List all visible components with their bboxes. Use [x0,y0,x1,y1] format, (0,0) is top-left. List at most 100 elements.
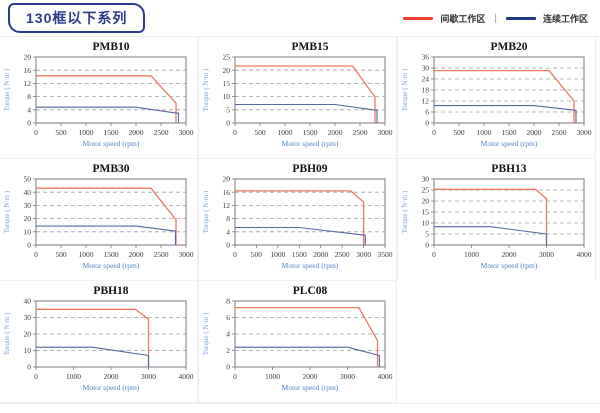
legend-line-swatch-intermittent [403,16,434,20]
y-tick-label: 15 [422,208,430,217]
series-continuous-line [434,105,577,123]
x-tick-label: 1000 [66,372,81,381]
series-intermittent-line [235,306,379,367]
y-tick-label: 8 [226,214,230,223]
plot-frame [234,56,386,124]
x-tick-label: 1500 [303,128,318,137]
series-intermittent-line [235,65,376,123]
chart-pmb20: 0 6 12 18 24 30 36 0 500 1000 1500 2000 2500 3000 PMB2… [401,41,592,148]
x-tick-label: 1000 [265,372,280,381]
chart-title: PMB20 [490,41,527,53]
y-tick-label: 6 [226,313,230,322]
chart-cell-pmb15: 0 5 10 15 20 25 0 500 1000 1500 2000 2500 3000 PMB15 M… [198,36,397,159]
x-tick-label: 2000 [328,128,343,137]
y-tick-label: 18 [422,86,430,95]
y-tick-label: 30 [422,175,430,184]
y-axis-label: Torque ( N·m ) [401,190,409,233]
x-tick-label: 2000 [104,372,119,381]
series-badge: 130框以下系列 [8,3,146,33]
y-tick-label: 8 [27,92,31,101]
y-axis-label: Torque ( N·m ) [3,68,11,111]
series-continuous-line [36,106,180,123]
y-axis-label: Torque ( N·m ) [3,312,11,355]
x-tick-label: 1000 [278,128,293,137]
x-tick-label: 3000 [179,128,194,137]
chart-title: PBH18 [93,285,128,297]
series-continuous-line [235,346,380,367]
x-tick-label: 3000 [179,250,194,259]
x-tick-label: 0 [233,250,237,259]
y-tick-label: 4 [27,105,31,114]
y-tick-label: 5 [226,105,230,114]
x-tick-label: 3000 [356,250,371,259]
y-tick-label: 0 [226,363,230,372]
y-tick-label: 10 [24,346,32,355]
y-axis-label: Torque ( N·m ) [202,68,210,111]
chart-cell-pmb30: 0 10 20 30 40 50 0 500 1000 1500 2000 2500 3000 PMB30… [0,158,198,281]
y-tick-label: 10 [223,92,231,101]
x-tick-label: 1000 [79,128,94,137]
plot-frame [35,178,187,246]
x-tick-label: 3000 [340,372,355,381]
chart-title: PLC08 [293,285,328,297]
series-intermittent-line [36,75,177,123]
plot-frame [234,178,386,246]
series-continuous-line [36,346,150,367]
y-tick-label: 8 [226,297,230,306]
y-tick-label: 0 [27,241,31,250]
chart-title: PMB30 [92,163,129,175]
x-tick-label: 2000 [129,250,144,259]
legend-label: 间歇工作区 [440,13,486,24]
chart-title: PBH09 [292,163,327,175]
y-tick-label: 12 [223,201,231,210]
chart-pbh13: 0 5 10 15 20 25 30 0 1000 2000 3000 4000 PBH13 Motor … [401,163,592,270]
x-tick-label: 3000 [539,250,554,259]
y-tick-label: 4 [226,330,230,339]
chart-cell-pmb20: 0 6 12 18 24 30 36 0 500 1000 1500 2000 2500 3000 PMB2… [397,36,596,159]
series-continuous-line [434,226,548,245]
x-axis-label: Motor speed (rpm) [481,139,538,148]
chart-cell-pbh09: 0 4 8 12 16 20 0 500 1000 1500 2000 2500 3000 3500 PBH… [198,158,397,281]
x-tick-label: 0 [34,250,38,259]
y-tick-label: 25 [422,186,430,195]
y-tick-label: 20 [223,66,231,75]
y-tick-label: 30 [422,64,430,73]
x-tick-label: 0 [233,128,237,137]
chart-grid: 0 4 8 12 16 20 0 500 1000 1500 2000 2500 3000 PMB10 Mo… [0,36,600,404]
legend-separator: | [494,12,497,24]
y-tick-label: 20 [24,53,32,62]
y-tick-label: 0 [425,241,429,250]
chart-pmb15: 0 5 10 15 20 25 0 500 1000 1500 2000 2500 3000 PMB15 M… [202,41,393,148]
y-axis-label: Torque ( N·m ) [202,312,210,355]
series-continuous-line [235,226,366,245]
empty-cell [397,280,596,403]
y-tick-label: 5 [425,230,429,239]
x-tick-label: 1500 [104,128,119,137]
series-intermittent-line [434,188,548,245]
x-axis-label: Motor speed (rpm) [83,383,140,392]
x-tick-label: 2000 [527,128,542,137]
y-tick-label: 20 [422,197,430,206]
x-tick-label: 500 [251,250,263,259]
x-tick-label: 1000 [270,250,285,259]
y-tick-label: 30 [24,201,32,210]
x-tick-label: 2500 [154,128,169,137]
y-tick-label: 20 [24,330,32,339]
x-tick-label: 500 [55,128,67,137]
y-axis-label: Torque ( N·m ) [401,68,409,111]
y-tick-label: 30 [24,313,32,322]
chart-title: PMB10 [92,41,129,53]
x-tick-label: 0 [432,128,436,137]
x-tick-label: 1000 [464,250,479,259]
x-tick-label: 1000 [477,128,492,137]
y-tick-label: 10 [24,227,32,236]
topbar: 130框以下系列 间歇工作区 | 连续工作区 [0,0,600,36]
series-intermittent-line [36,187,177,245]
x-tick-label: 3000 [378,128,393,137]
chart-title: PMB15 [291,41,328,53]
y-tick-label: 15 [223,79,231,88]
x-tick-label: 1500 [502,128,517,137]
chart-pmb10: 0 4 8 12 16 20 0 500 1000 1500 2000 2500 3000 PMB10 Mo… [3,41,194,148]
x-tick-label: 500 [55,250,67,259]
